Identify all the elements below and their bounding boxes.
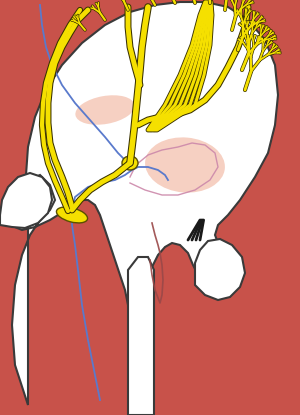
Ellipse shape	[122, 156, 138, 170]
Polygon shape	[195, 239, 245, 300]
Ellipse shape	[75, 95, 135, 125]
Polygon shape	[0, 173, 52, 228]
Ellipse shape	[145, 137, 225, 193]
Polygon shape	[5, 2, 278, 405]
Ellipse shape	[56, 207, 88, 223]
Polygon shape	[128, 257, 154, 415]
